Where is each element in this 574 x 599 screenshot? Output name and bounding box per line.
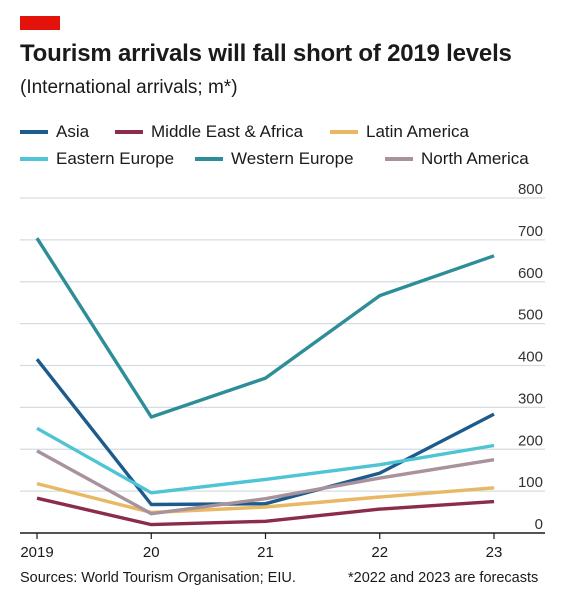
y-tick-label: 800 <box>518 181 543 198</box>
series-line-eastern-europe <box>36 426 495 495</box>
legend-label-middle-east-africa: Middle East & Africa <box>151 121 304 141</box>
chart-subtitle: (International arrivals; m*) <box>20 77 238 98</box>
series-line-latin-america <box>36 481 495 515</box>
y-tick-label: 500 <box>518 307 543 324</box>
y-tick-label: 200 <box>518 432 543 449</box>
x-tick-label: 20 <box>143 544 160 561</box>
y-tick-label: 600 <box>518 265 543 282</box>
x-tick-label: 21 <box>257 544 274 561</box>
y-tick-label: 700 <box>518 223 543 240</box>
legend-label-north-america: North America <box>421 148 529 168</box>
legend-item-north-america: North America <box>385 149 529 169</box>
series-lines <box>35 237 495 527</box>
y-tick-label: 400 <box>518 349 543 366</box>
series-line-asia <box>35 358 495 507</box>
legend-swatch-latin-america <box>330 129 358 134</box>
y-tick-label: 300 <box>518 390 543 407</box>
legend-swatch-asia <box>20 129 48 134</box>
legend-row-2: Eastern Europe Western Europe North Amer… <box>20 145 560 172</box>
legend-swatch-north-america <box>385 156 413 161</box>
legend-item-middle-east-africa: Middle East & Africa <box>115 122 330 142</box>
legend-label-western-europe: Western Europe <box>231 148 354 168</box>
x-tick-label: 23 <box>486 544 503 561</box>
legend-label-latin-america: Latin America <box>366 121 469 141</box>
y-tick-label: 0 <box>535 516 543 533</box>
chart-legend: Asia Middle East & Africa Latin America … <box>20 118 560 172</box>
legend-label-asia: Asia <box>56 121 90 141</box>
gridlines <box>20 197 545 492</box>
chart-title: Tourism arrivals will fall short of 2019… <box>20 40 512 67</box>
forecast-note: *2022 and 2023 are forecasts <box>348 570 539 586</box>
axes: 0 100 200 300 400 500 600 700 800 2019 20 21 22 23 <box>20 181 545 561</box>
legend-item-latin-america: Latin America <box>330 122 469 142</box>
legend-swatch-western-europe <box>195 156 223 161</box>
legend-item-asia: Asia <box>20 122 115 142</box>
legend-swatch-eastern-europe <box>20 156 48 161</box>
series-line-north-america <box>36 449 495 516</box>
source-note: Sources: World Tourism Organisation; EIU… <box>20 570 296 586</box>
series-line-western-europe <box>35 237 495 419</box>
legend-row-1: Asia Middle East & Africa Latin America <box>20 118 560 145</box>
brand-tag <box>20 16 60 30</box>
legend-item-eastern-europe: Eastern Europe <box>20 149 195 169</box>
legend-swatch-middle-east-africa <box>115 129 143 134</box>
legend-label-eastern-europe: Eastern Europe <box>56 148 175 168</box>
y-tick-label: 100 <box>518 474 543 491</box>
series-line-middle-east-africa <box>36 496 495 527</box>
x-tick-label: 22 <box>371 544 388 561</box>
legend-item-western-europe: Western Europe <box>195 149 385 169</box>
x-tick-label: 2019 <box>20 544 53 561</box>
